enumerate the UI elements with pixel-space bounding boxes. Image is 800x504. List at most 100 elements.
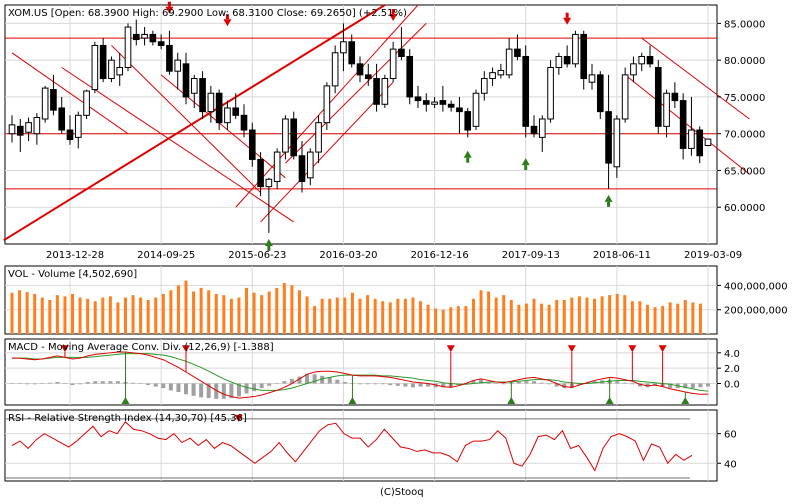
macd-histogram-bar — [410, 383, 415, 388]
macd-histogram-bar — [494, 383, 499, 385]
macd-histogram-bar — [236, 383, 241, 397]
macd-histogram-bar — [289, 378, 294, 384]
volume-bar — [547, 304, 551, 334]
y-tick-label: 200,000,000 — [724, 306, 788, 317]
volume-bar — [131, 295, 135, 334]
sell-signal-arrow-stem — [565, 12, 569, 18]
volume-bar — [154, 297, 158, 334]
y-tick-label: 4.0 — [724, 349, 740, 360]
volume-bar — [192, 291, 196, 334]
y-tick-label: 2.0 — [724, 364, 740, 375]
macd-buy-arrow — [605, 397, 614, 404]
candle-body — [141, 33, 148, 39]
volume-bar — [176, 285, 180, 334]
volume-bar — [71, 293, 75, 334]
macd-line — [12, 351, 709, 399]
macd-histogram-bar — [32, 383, 37, 385]
macd-histogram-bar — [395, 383, 400, 386]
macd-histogram-bar — [153, 383, 158, 387]
volume-bar — [328, 298, 332, 334]
candle-body — [240, 114, 248, 131]
volume-bar — [25, 292, 29, 334]
macd-panel-frame — [4, 338, 718, 406]
candle-body — [547, 67, 554, 120]
macd-histogram-bar — [577, 383, 582, 386]
volume-bar — [275, 287, 279, 334]
rsi-panel-title: RSI - Relative Strength Index (14,30,70)… — [8, 413, 247, 424]
rsi-sell-arrow — [234, 414, 243, 422]
trend-line — [111, 45, 261, 193]
macd-buy-arrow — [507, 397, 516, 404]
candle-body — [25, 122, 32, 133]
candle-body — [166, 44, 173, 72]
macd-histogram-bar — [62, 383, 67, 385]
candle-body — [33, 117, 41, 135]
candle-body — [232, 107, 240, 116]
candle-body — [489, 72, 496, 80]
candle-body — [663, 92, 670, 127]
volume-bar — [555, 300, 559, 334]
candle-body — [373, 78, 380, 105]
candle-body — [132, 33, 140, 41]
volume-bar — [78, 297, 82, 334]
candle-body — [41, 87, 49, 120]
macd-histogram-bar — [365, 383, 370, 385]
macd-histogram-bar — [267, 383, 272, 386]
candle-body — [298, 155, 306, 182]
macd-histogram-bar — [690, 383, 695, 389]
macd-histogram-bar — [108, 381, 113, 384]
candle-body — [704, 138, 712, 147]
candle-body — [91, 44, 99, 91]
macd-histogram-bar — [40, 383, 45, 385]
macd-histogram-bar — [199, 383, 204, 398]
price-panel-frame — [4, 4, 718, 245]
macd-buy-arrow — [121, 397, 130, 404]
volume-bar — [305, 296, 309, 334]
candle-body — [638, 55, 646, 65]
volume-bar — [123, 297, 127, 334]
volume-bar — [358, 298, 362, 334]
volume-bar — [267, 291, 271, 334]
candle-body — [472, 92, 480, 127]
trend-line — [260, 81, 394, 223]
macd-histogram-bar — [698, 383, 703, 388]
buy-signal-arrow — [463, 150, 472, 158]
volume-panel-title: VOL - Volume [4,502,690] — [8, 269, 137, 280]
sell-signal-arrow-stem — [167, 1, 171, 7]
volume-bar — [532, 298, 536, 334]
macd-sell-arrow — [182, 345, 190, 353]
candle-body — [406, 55, 414, 98]
candle-body — [257, 158, 264, 188]
macd-histogram-bar — [259, 383, 264, 389]
candle-body — [439, 100, 447, 105]
volume-bar — [229, 298, 233, 334]
candle-body — [124, 26, 132, 69]
macd-histogram-bar — [403, 383, 408, 387]
candle-body — [83, 90, 90, 116]
macd-histogram-bar — [138, 383, 143, 385]
volume-bar — [706, 333, 710, 334]
macd-histogram-bar — [168, 383, 173, 391]
macd-histogram-bar — [70, 383, 75, 386]
volume-bar — [608, 295, 612, 334]
candle-body — [99, 44, 107, 80]
volume-y-ticks: 400,000,000 200,000,000 — [717, 281, 788, 317]
candle-body — [447, 103, 455, 108]
macd-histogram-bar — [562, 383, 567, 389]
volume-bar — [101, 297, 105, 334]
macd-histogram-bar — [471, 380, 476, 384]
candle-body — [323, 85, 331, 124]
candle-body — [273, 151, 281, 182]
volume-bar — [116, 302, 120, 334]
volume-bar — [343, 297, 347, 334]
candle-body — [563, 55, 571, 65]
volume-bar — [55, 295, 59, 334]
macd-buy-arrow — [681, 397, 690, 404]
macd-sell-arrow — [446, 345, 455, 353]
candle-body — [116, 67, 124, 76]
candle-body — [530, 125, 538, 135]
volume-bar — [638, 301, 642, 334]
volume-bar — [290, 285, 294, 334]
candle-body — [248, 129, 256, 160]
